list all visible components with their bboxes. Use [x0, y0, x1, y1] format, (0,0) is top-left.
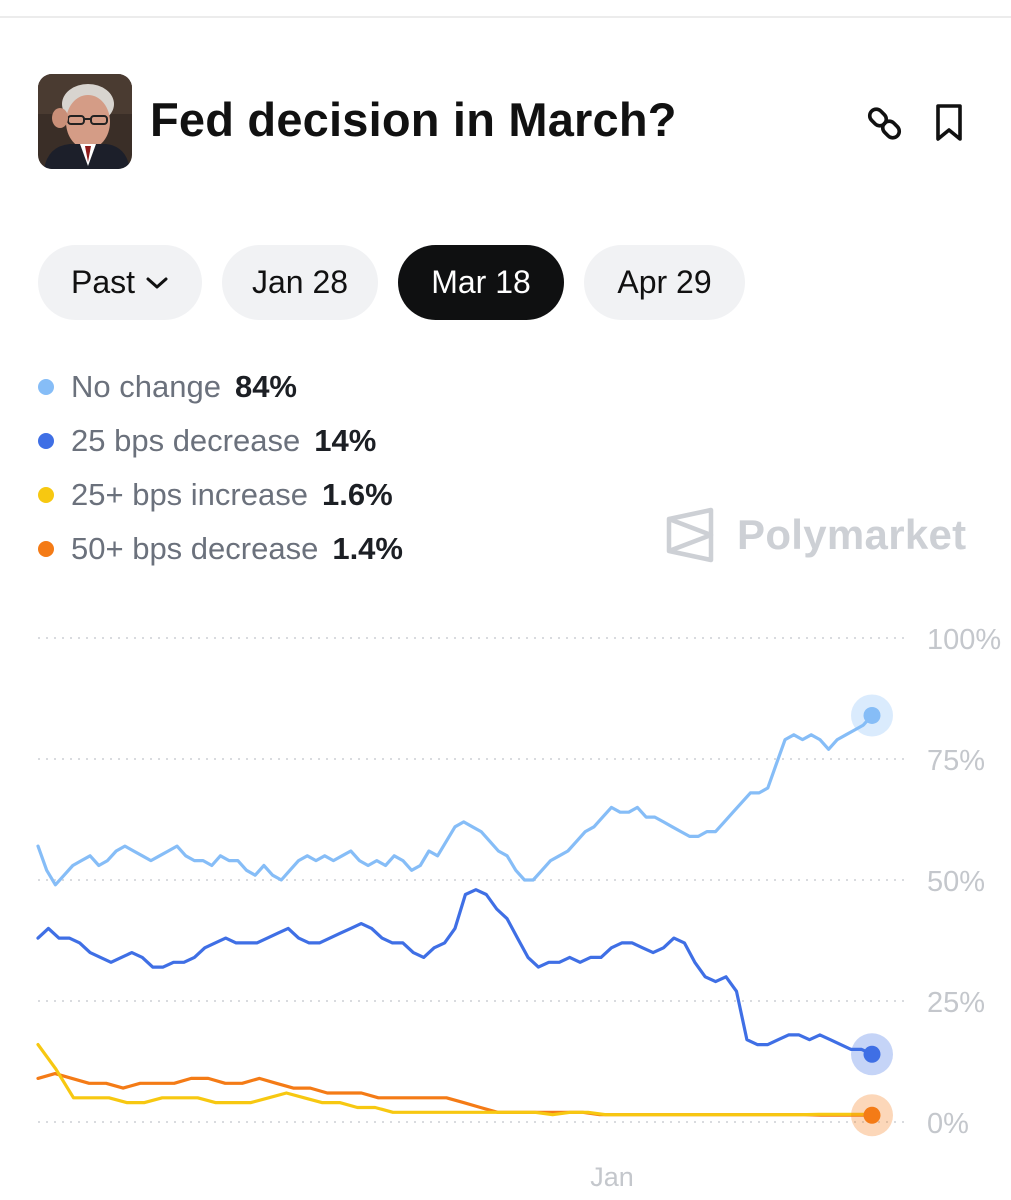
legend-label: 25+ bps increase — [71, 477, 308, 512]
polymarket-watermark: Polymarket — [665, 507, 966, 563]
y-tick-label: 0% — [927, 1108, 969, 1140]
series-line — [36, 1072, 874, 1117]
legend-item-25-bps-decrease: 25 bps decrease 14% — [38, 414, 403, 468]
legend-value: 14% — [314, 423, 377, 458]
polymarket-logo-icon — [666, 507, 714, 563]
series-line — [36, 888, 874, 1056]
x-tick-label: Jan — [590, 1162, 634, 1192]
brand-name: Polymarket — [737, 511, 967, 558]
link-icon — [867, 107, 902, 140]
series-color-dot — [38, 379, 54, 395]
bookmark-icon — [936, 104, 962, 141]
legend-value: 1.6% — [321, 477, 393, 512]
legend-label: 25 bps decrease — [71, 423, 301, 458]
series-color-dot — [38, 433, 54, 449]
market-title: Fed decision in March? — [150, 93, 677, 146]
y-tick-label: 25% — [927, 987, 985, 1019]
y-tick-label: 50% — [927, 866, 985, 898]
legend-item-25-bps-increase: 25+ bps increase 1.6% — [38, 468, 403, 522]
tab-label: Past — [70, 264, 136, 300]
tab-jan-28[interactable]: Jan 28 — [222, 245, 378, 320]
y-tick-label: 75% — [927, 745, 985, 777]
end-point-marker — [863, 706, 881, 724]
legend-item-50-bps-decrease: 50+ bps decrease 1.4% — [38, 522, 403, 576]
top-divider — [0, 16, 1011, 18]
market-avatar — [38, 74, 132, 169]
tab-mar-18[interactable]: Mar 18 — [398, 245, 564, 320]
date-tabs: Past Jan 28 Mar 18 Apr 29 — [38, 245, 745, 320]
legend-value: 84% — [234, 369, 297, 404]
bookmark-button[interactable] — [926, 100, 972, 146]
tab-apr-29[interactable]: Apr 29 — [584, 245, 745, 320]
series-line — [36, 1043, 874, 1117]
copy-link-button[interactable] — [862, 100, 908, 146]
portrait-image — [38, 74, 132, 169]
series-line — [36, 713, 874, 887]
legend-label: No change — [71, 369, 221, 404]
end-point-marker — [863, 1045, 881, 1063]
y-tick-label: 100% — [927, 624, 1001, 656]
legend-label: 50+ bps decrease — [71, 531, 319, 566]
legend-value: 1.4% — [332, 531, 403, 566]
end-point-marker — [863, 1106, 881, 1124]
series-color-dot — [38, 487, 54, 503]
series-color-dot — [38, 541, 54, 557]
legend-item-no-change: No change 84% — [38, 360, 403, 414]
chevron-down-icon — [145, 275, 169, 291]
chart-legend: No change 84% 25 bps decrease 14% 25+ bp… — [38, 360, 403, 576]
price-history-chart[interactable]: 100% 75% 50% 25% 0% Jan — [0, 600, 1011, 1200]
tab-past[interactable]: Past — [38, 245, 202, 320]
